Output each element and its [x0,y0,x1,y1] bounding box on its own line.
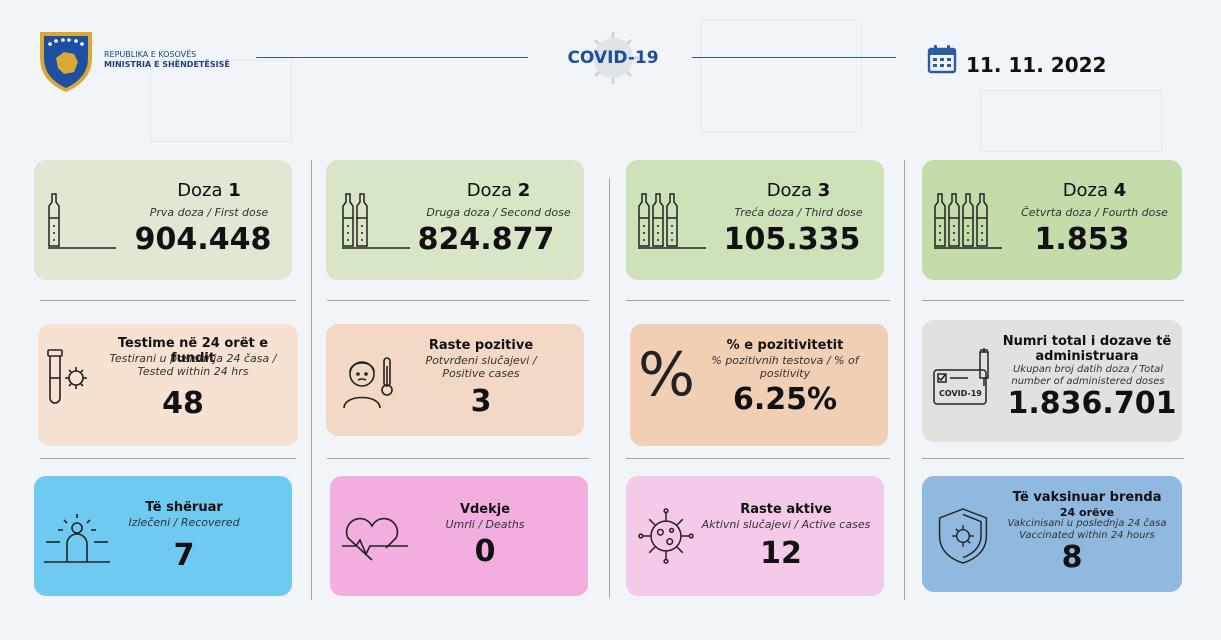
positive-value: 3 [470,384,492,419]
deaths-subtitle: Umrli / Deaths [445,518,525,531]
vial-icon [48,193,116,249]
row-divider [40,300,296,301]
dose-card-2: Doza 2 Druga doza / Second dose 824.877 [326,160,584,280]
active-card: Raste aktive Aktivni slučajevi / Active … [626,476,884,596]
percent-icon: % [638,340,696,410]
sick-person-icon [343,357,393,409]
vaccinated-title: Të vaksinuar brenda [1012,490,1162,505]
calendar-icon [927,45,957,74]
dose-title: Doza 1 [134,180,284,201]
vials-icon [638,193,706,249]
vaccinated-value: 8 [1061,540,1083,575]
header-divider-left [256,57,528,58]
total-doses-title: Numri total i dozave të administruara [1002,334,1172,364]
recovered-person-icon [44,514,110,563]
ministry-line2: MINISTRIA E SHËNDETËSISË [104,60,230,69]
dose-subtitle: Prva doza / First dose [149,206,269,219]
background-decoration [700,20,862,132]
dose-value: 904.448 [134,222,272,257]
vaccinated-24h-card: Të vaksinuar brenda 24 orëve Vakcinisani… [922,476,1182,592]
ministry-name: REPUBLIKA E KOSOVËS MINISTRIA E SHËNDETË… [104,50,230,70]
recovered-card: Të shëruar Izlečeni / Recovered 7 [34,476,292,596]
tests-value: 48 [162,386,204,421]
virus-icon [638,508,694,564]
dose-title: Doza 4 [1017,180,1172,201]
row-divider [327,458,589,459]
dose-value: 105.335 [723,222,861,257]
row-divider [327,300,589,301]
column-divider [904,160,905,600]
dose-card-4: Doza 4 Četvrta doza / Fourth dose 1.853 [922,160,1182,280]
dose-card-1: Doza 1 Prva doza / First dose 904.448 [34,160,292,280]
total-doses-subtitle: Ukupan broj datih doza / Total number of… [1011,364,1165,387]
positivity-title: % e pozitivitetit [726,338,844,353]
dose-number: 4 [1113,180,1127,201]
ministry-line1: REPUBLIKA E KOSOVËS [104,50,197,59]
active-value: 12 [760,536,802,571]
positive-card: Raste pozitive Potvrđeni slučajevi / Pos… [326,324,584,436]
virus-icon [587,32,639,84]
dose-subtitle: Treća doza / Third dose [734,206,863,219]
active-title: Raste aktive [740,502,832,517]
vaccine-card-label: COVID-19 [939,389,982,398]
deaths-card: Vdekje Umrli / Deaths 0 [330,476,588,596]
test-tube-icon [47,349,87,404]
dose-label: Doza [466,180,513,201]
kosovo-emblem-icon [40,32,92,92]
deaths-value: 0 [474,534,496,569]
vaccinated-title-line2: 24 orëve [1059,506,1115,519]
shield-virus-icon [938,508,988,564]
vaccinated-subtitle: Vakcinisani u poslednja 24 časa Vaccinat… [1007,518,1167,541]
row-divider [626,458,890,459]
positivity-subtitle: % pozitivnih testova / % of positivity [711,354,859,380]
active-subtitle: Aktivni slučajevi / Active cases [701,518,871,531]
vials-icon [934,193,1002,249]
positive-title: Raste pozitive [428,338,534,353]
recovered-value: 7 [173,538,195,573]
total-doses-value: 1.836.701 [1007,386,1177,421]
report-date: 11. 11. 2022 [966,53,1107,77]
recovered-title: Të shëruar [145,500,223,515]
dose-number: 2 [517,180,531,201]
covid-title: COVID-19 [567,48,659,68]
row-divider [626,300,890,301]
tests-subtitle: Testirani u poslednja 24 časa / Tested w… [109,352,277,378]
dose-value: 824.877 [417,222,555,257]
row-divider [40,458,296,459]
tests-card: Testime në 24 orët e fundit Testirani u … [38,324,298,446]
background-decoration [980,90,1162,152]
vials-icon [342,193,410,249]
row-divider [922,458,1184,459]
dose-subtitle: Druga doza / Second dose [426,206,571,219]
row-divider [922,300,1184,301]
dose-label: Doza [177,180,223,201]
dose-label: Doza [1062,180,1109,201]
dose-number: 3 [817,180,831,201]
deaths-title: Vdekje [459,502,511,517]
dose-title: Doza 2 [421,180,576,201]
header: REPUBLIKA E KOSOVËS MINISTRIA E SHËNDETË… [0,0,1221,110]
positive-subtitle: Potvrđeni slučajevi / Positive cases [425,354,537,380]
dose-number: 1 [228,180,241,201]
vaccine-card-icon [933,348,989,405]
background-decoration [150,60,292,142]
dose-label: Doza [766,180,813,201]
tests-title: Testime në 24 orët e fundit [117,336,269,366]
positivity-card: % % e pozitivitetit % pozitivnih testova… [630,324,888,446]
header-divider-right [692,57,896,58]
dose-value: 1.853 [1034,222,1130,257]
dose-title: Doza 3 [721,180,876,201]
recovered-subtitle: Izlečeni / Recovered [128,516,240,529]
heartbeat-icon [342,517,408,561]
column-divider [311,160,312,600]
column-divider [609,178,610,598]
dose-subtitle: Četvrta doza / Fourth dose [1021,206,1168,219]
total-doses-card: COVID-19 Numri total i dozave të adminis… [922,320,1182,442]
covid-header: COVID-19 [558,30,668,86]
dose-card-3: Doza 3 Treća doza / Third dose 105.335 [626,160,884,280]
positivity-value: 6.25% [732,382,838,417]
